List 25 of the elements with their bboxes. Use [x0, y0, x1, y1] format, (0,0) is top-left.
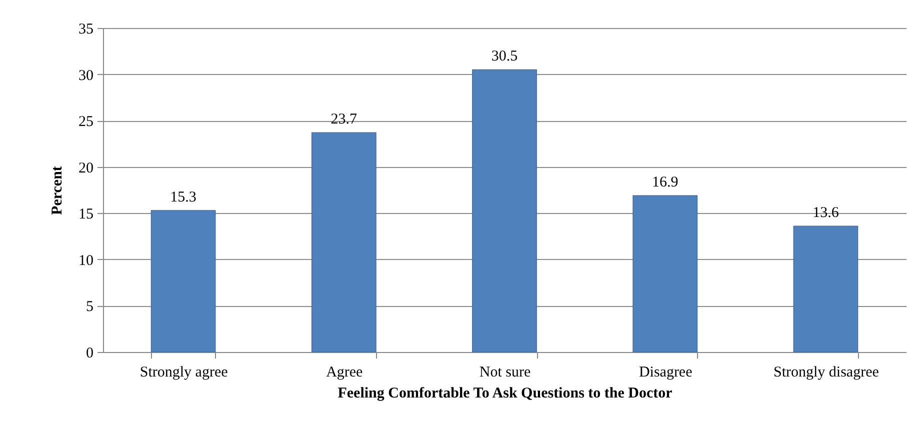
y-tick-label: 35: [78, 22, 94, 38]
bar: [472, 69, 537, 352]
y-axis-title: Percent: [50, 166, 66, 215]
y-tick-label: 15: [78, 206, 94, 223]
bar: [793, 226, 858, 352]
y-tick-label: 30: [78, 68, 94, 84]
data-label: 15.3: [170, 189, 196, 206]
bar: [632, 195, 698, 352]
bar: [311, 132, 376, 352]
y-tick-label: 10: [78, 252, 94, 269]
y-tick-label: 25: [78, 114, 94, 130]
x-axis-title: Feeling Comfortable To Ask Questions to the Doctor: [338, 386, 673, 402]
data-label: 13.6: [812, 205, 840, 222]
x-tick-label: Agree: [326, 364, 364, 380]
data-label: 23.7: [330, 112, 358, 128]
data-label: 16.9: [652, 174, 678, 191]
x-tick-label: Disagree: [638, 364, 693, 380]
x-tick-label: Strongly agree: [140, 364, 228, 380]
y-tick-label: 5: [86, 299, 94, 316]
data-label: 30.5: [491, 48, 518, 65]
y-tick-label: 0: [86, 346, 94, 362]
x-tick-label: Strongly disagree: [773, 364, 880, 380]
x-tick-label: Not sure: [479, 364, 531, 380]
y-tick-label: 20: [78, 160, 94, 176]
bar: [150, 210, 216, 352]
